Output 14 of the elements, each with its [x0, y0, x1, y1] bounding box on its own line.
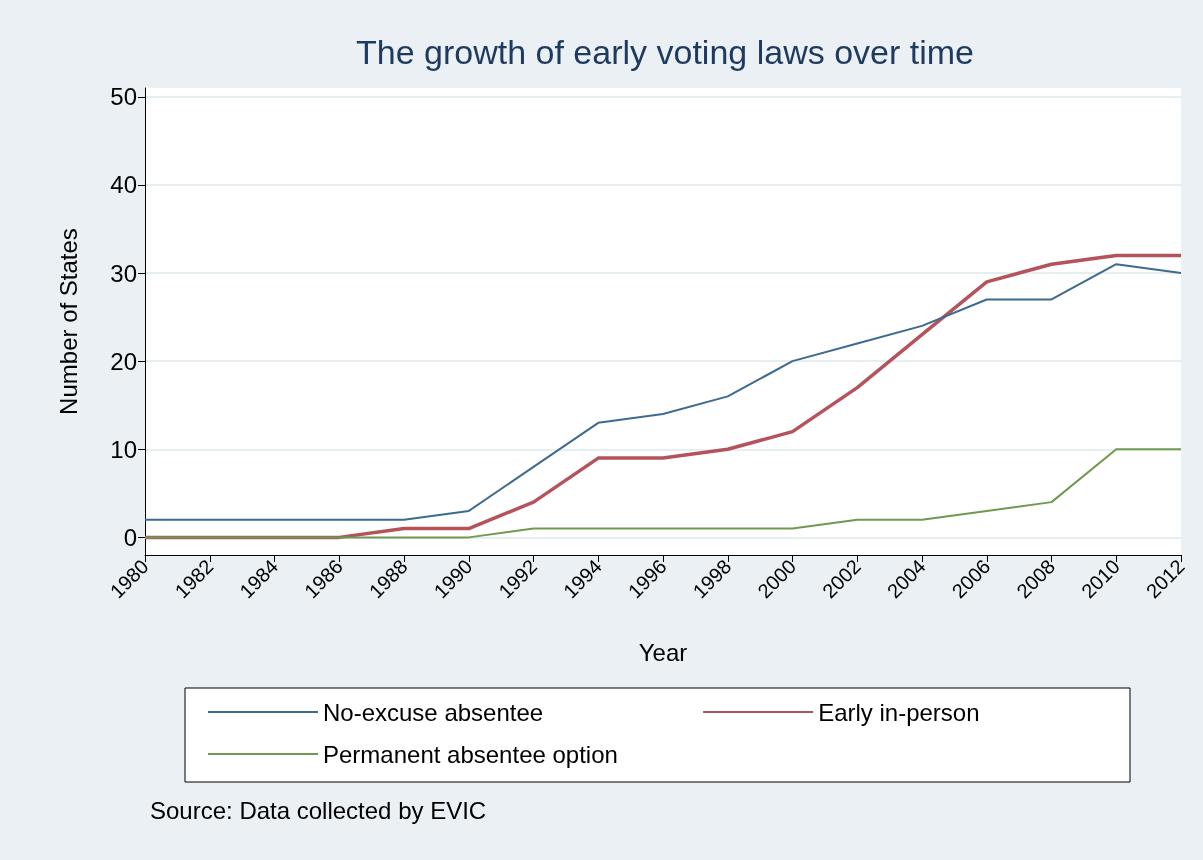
- y-tick-label: 40: [110, 171, 137, 199]
- chart-title: The growth of early voting laws over time: [356, 33, 974, 71]
- x-axis-title: Year: [638, 638, 688, 666]
- y-tick-label: 10: [110, 435, 137, 463]
- line-series: [144, 448, 1182, 539]
- legend-label: No-excuse absentee: [323, 698, 544, 726]
- legend-label: Early in-person: [818, 698, 980, 726]
- source-note: Source: Data collected by EVIC: [150, 796, 487, 824]
- y-tick-label: 20: [110, 347, 137, 375]
- y-tick-label: 0: [123, 523, 137, 551]
- y-axis-title: Number of States: [54, 228, 82, 415]
- legend-label: Permanent absentee option: [323, 740, 618, 768]
- y-tick-label: 50: [110, 83, 137, 111]
- y-tick-label: 30: [110, 259, 137, 287]
